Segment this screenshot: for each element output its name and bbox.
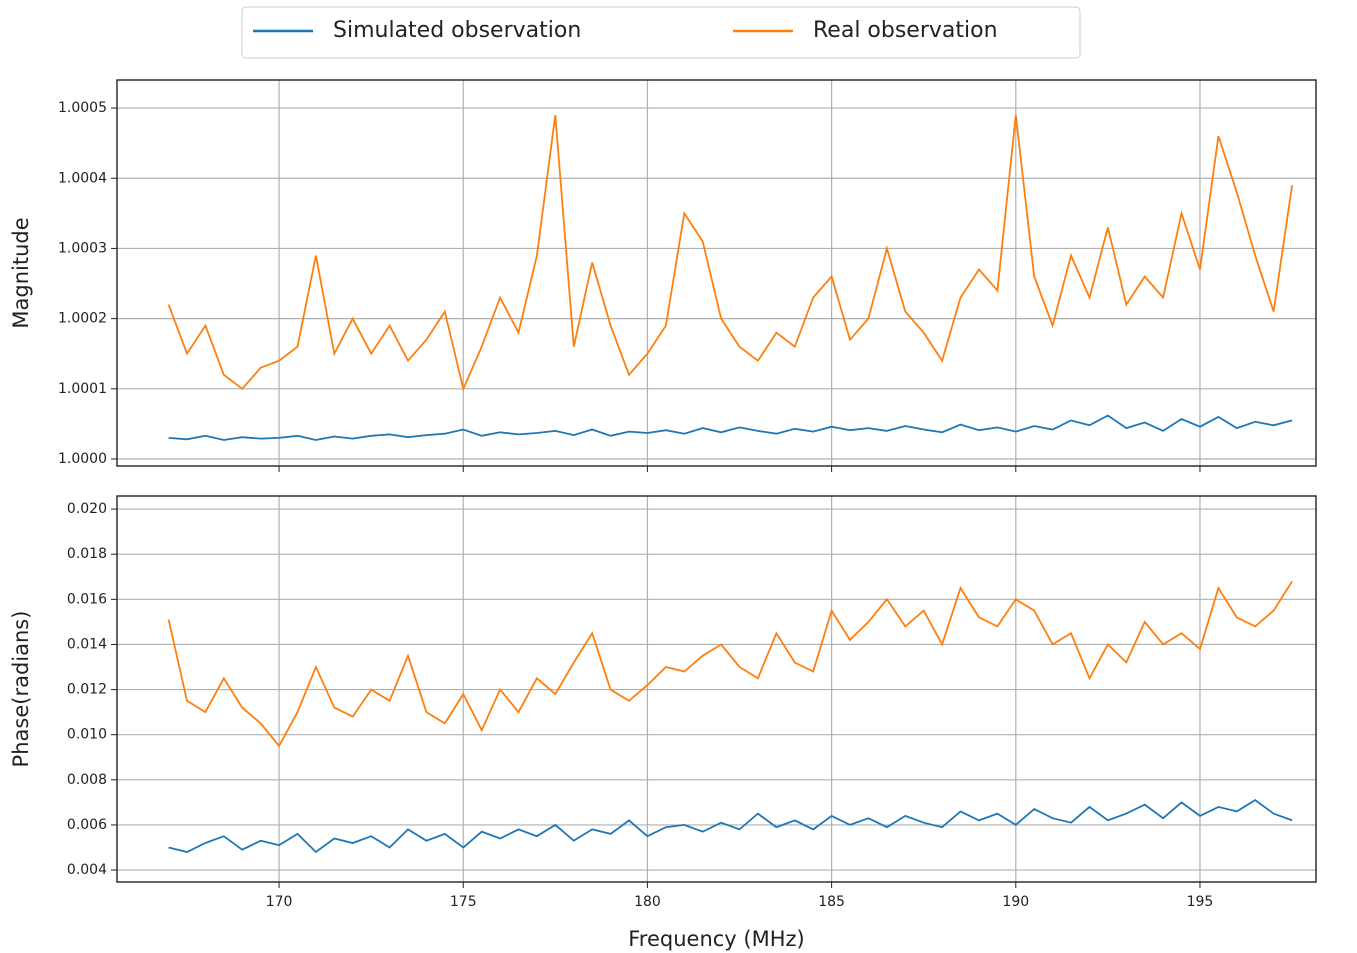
axes-frame [116, 79, 1317, 467]
y-tick-label: 0.020 [67, 501, 107, 517]
series-line [168, 799, 1293, 854]
x-axis-label: Frequency (MHz) [628, 927, 804, 951]
y-tick-label: 0.012 [67, 682, 107, 698]
y-tick-label: 0.008 [67, 772, 107, 788]
y-tick-label: 1.0003 [58, 240, 107, 256]
x-tick-label: 170 [266, 894, 293, 910]
y-axis-label: Magnitude [9, 217, 33, 328]
x-tick-label: 185 [818, 894, 845, 910]
y-tick-label: 0.006 [67, 817, 107, 833]
series-line [168, 414, 1293, 441]
y-tick-label: 0.014 [67, 636, 107, 652]
y-tick-label: 0.016 [67, 591, 107, 607]
x-tick-label: 180 [634, 894, 661, 910]
x-tick-label: 190 [1002, 894, 1029, 910]
y-tick-label: 0.004 [67, 862, 107, 878]
x-tick-label: 175 [450, 894, 477, 910]
axes-frame [116, 495, 1317, 883]
x-tick-label: 195 [1187, 894, 1214, 910]
y-tick-label: 1.0001 [58, 381, 107, 397]
y-tick-label: 1.0004 [58, 170, 107, 186]
y-tick-label: 1.0000 [58, 451, 107, 467]
legend-box [241, 6, 1081, 59]
legend-label: Simulated observation [333, 18, 581, 43]
y-tick-label: 0.010 [67, 727, 107, 743]
y-tick-label: 1.0005 [58, 100, 107, 116]
series-line [167, 580, 1293, 748]
y-tick-label: 0.018 [67, 546, 107, 562]
y-tick-label: 1.0002 [58, 311, 107, 327]
legend-label: Real observation [813, 18, 998, 43]
series-line [167, 114, 1293, 392]
y-axis-label: Phase(radians) [9, 611, 33, 768]
